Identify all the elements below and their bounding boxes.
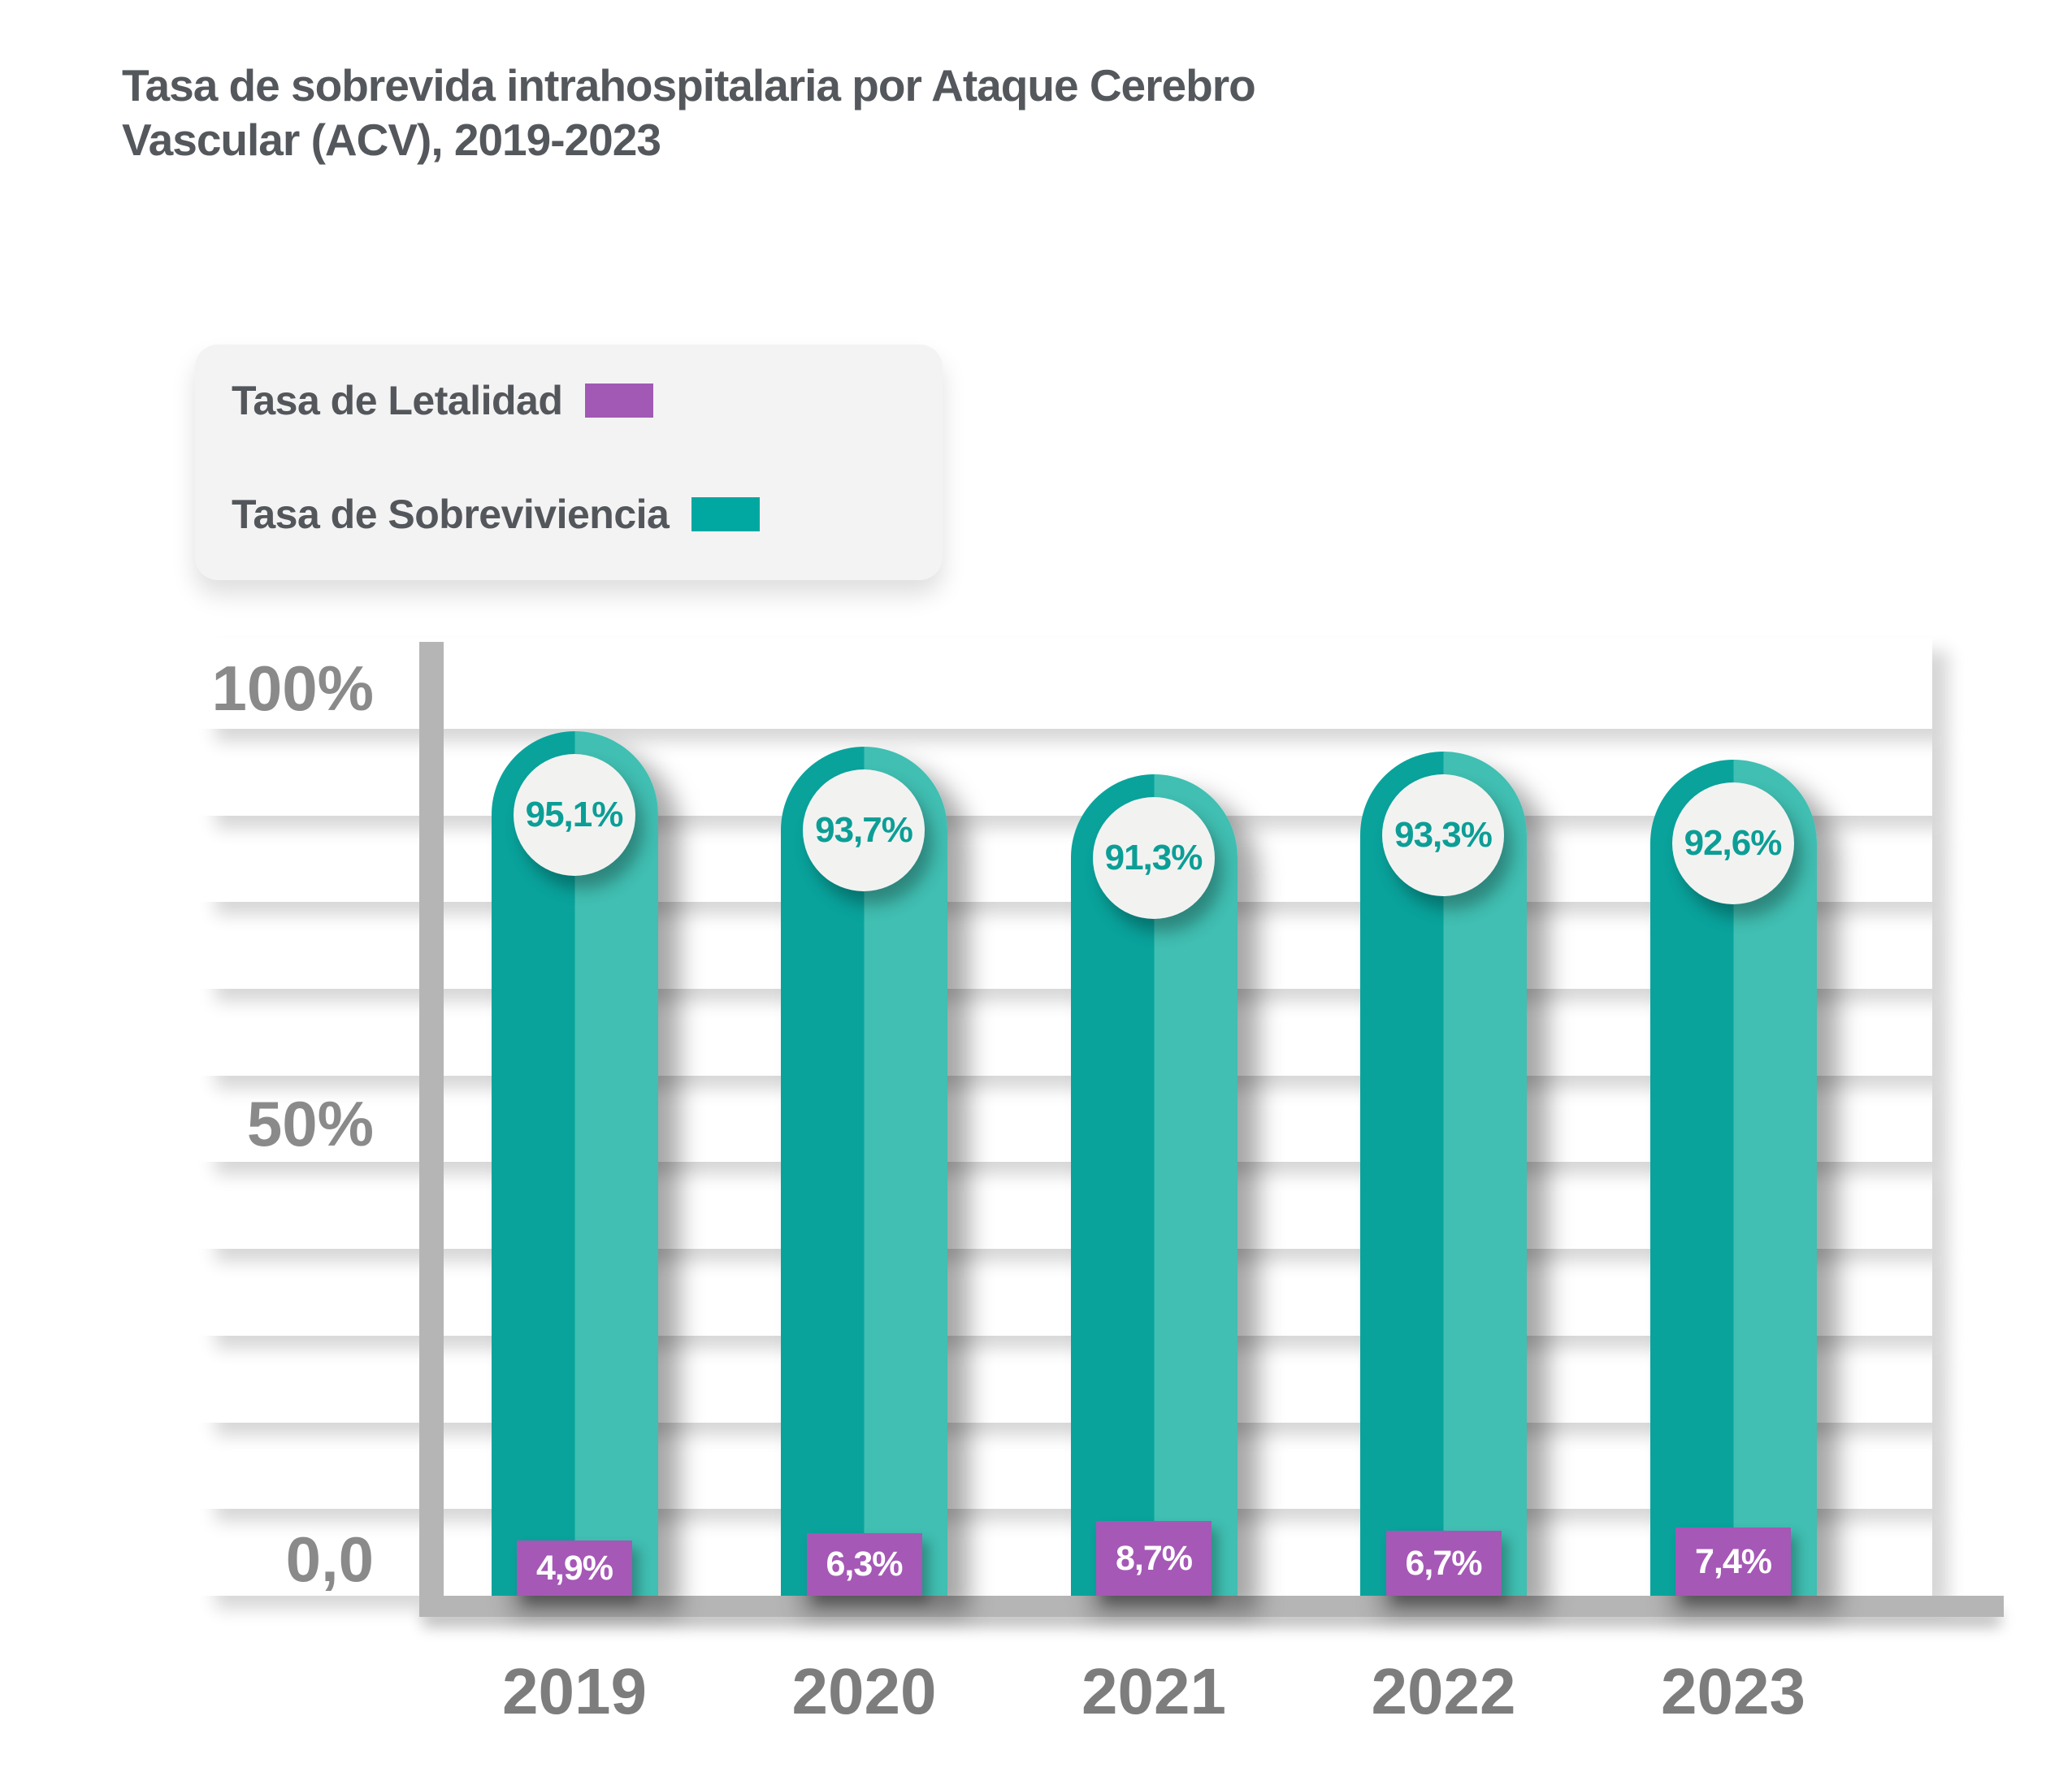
- survival-value-label: 92,6%: [1684, 823, 1783, 863]
- survival-bar: 93,3%: [1360, 752, 1527, 1596]
- page-title: Tasa de sobrevida intrahospitalaria por …: [122, 60, 1256, 166]
- survival-bar: 95,1%: [491, 731, 658, 1596]
- grid-row-band: [199, 1162, 1932, 1250]
- fatality-value-label: 6,3%: [826, 1545, 903, 1584]
- survival-value-label: 93,3%: [1394, 815, 1493, 855]
- grid-row-band: [199, 1249, 1932, 1336]
- survival-value-circle: 91,3%: [1092, 797, 1215, 919]
- y-axis-label: 0,0: [285, 1523, 374, 1595]
- survival-value-circle: 93,3%: [1382, 774, 1504, 896]
- legend-label-letalidad: Tasa de Letalidad: [232, 378, 563, 423]
- x-axis-label: 2023: [1661, 1655, 1805, 1727]
- legend-item-letalidad: Tasa de Letalidad: [232, 377, 654, 424]
- legend-card: Tasa de Letalidad Tasa de Sobreviviencia: [195, 344, 943, 580]
- fatality-bar: 6,3%: [806, 1533, 922, 1596]
- fatality-value-label: 6,7%: [1405, 1543, 1482, 1583]
- fatality-value-label: 4,9%: [535, 1548, 613, 1588]
- grid-row-band: [199, 815, 1932, 903]
- x-axis-baseline: [419, 1596, 2004, 1617]
- y-axis-label: 100%: [211, 652, 375, 724]
- fatality-value-label: 7,4%: [1694, 1541, 1772, 1581]
- grid-row-band: [199, 1335, 1932, 1423]
- y-axis-line: [419, 642, 444, 1616]
- fatality-bar: 7,4%: [1675, 1528, 1791, 1596]
- grid-row-band: [199, 1075, 1932, 1163]
- grid-row-band: [199, 638, 1932, 729]
- fatality-bar: 6,7%: [1385, 1531, 1502, 1596]
- legend-label-sobreviviencia: Tasa de Sobreviviencia: [232, 492, 670, 537]
- survival-value-label: 95,1%: [525, 795, 624, 834]
- letalidad-color-swatch: [585, 384, 654, 418]
- x-axis-label: 2022: [1371, 1655, 1516, 1727]
- grid-row-band: [199, 1422, 1932, 1510]
- fatality-bar: 8,7%: [1096, 1521, 1212, 1596]
- sobreviviencia-color-swatch: [691, 497, 761, 531]
- x-axis-label: 2020: [791, 1655, 937, 1727]
- legend-item-sobreviviencia: Tasa de Sobreviviencia: [232, 491, 761, 538]
- survival-value-label: 91,3%: [1104, 838, 1203, 878]
- survival-value-circle: 93,7%: [803, 769, 925, 891]
- fatality-bar: 4,9%: [517, 1540, 632, 1596]
- survival-value-circle: 92,6%: [1671, 782, 1794, 904]
- x-axis-label: 2021: [1082, 1655, 1226, 1727]
- y-axis-label: 50%: [246, 1088, 374, 1159]
- grid-row-band: [199, 989, 1932, 1076]
- fatality-value-label: 8,7%: [1115, 1538, 1193, 1578]
- survival-bar: 93,7%: [781, 747, 947, 1596]
- grid-row-band: [199, 1509, 1932, 1596]
- survival-value-circle: 95,1%: [513, 754, 635, 876]
- survival-bar: 92,6%: [1649, 760, 1817, 1596]
- x-axis-label: 2019: [502, 1655, 647, 1727]
- grid-row-band: [199, 729, 1932, 816]
- survival-value-label: 93,7%: [815, 810, 913, 850]
- grid-row-band: [199, 902, 1932, 990]
- survival-bar: 91,3%: [1070, 774, 1238, 1596]
